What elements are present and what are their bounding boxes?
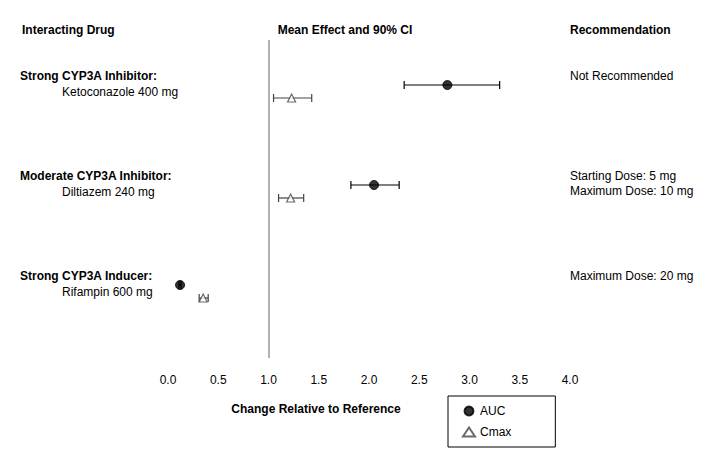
svg-text:Maximum Dose: 10 mg: Maximum Dose: 10 mg xyxy=(570,184,693,198)
svg-text:Maximum Dose: 20 mg: Maximum Dose: 20 mg xyxy=(570,269,693,283)
svg-text:Mean Effect and 90% CI: Mean Effect and 90% CI xyxy=(278,23,413,37)
svg-text:Rifampin 600 mg: Rifampin 600 mg xyxy=(62,285,153,299)
svg-text:Not Recommended: Not Recommended xyxy=(570,69,673,83)
svg-text:3.0: 3.0 xyxy=(461,373,478,387)
svg-text:Strong CYP3A Inhibitor:: Strong CYP3A Inhibitor: xyxy=(20,69,157,83)
svg-text:2.5: 2.5 xyxy=(411,373,428,387)
svg-text:4.0: 4.0 xyxy=(562,373,579,387)
svg-text:2.0: 2.0 xyxy=(361,373,378,387)
svg-text:Diltiazem 240 mg: Diltiazem 240 mg xyxy=(62,185,155,199)
svg-text:Interacting Drug: Interacting Drug xyxy=(22,23,115,37)
svg-text:AUC: AUC xyxy=(480,404,506,418)
svg-text:Starting Dose: 5 mg: Starting Dose: 5 mg xyxy=(570,169,676,183)
svg-text:Change Relative to Reference: Change Relative to Reference xyxy=(231,402,401,416)
svg-text:Strong CYP3A Inducer:: Strong CYP3A Inducer: xyxy=(20,269,152,283)
svg-text:3.5: 3.5 xyxy=(511,373,528,387)
svg-text:1.5: 1.5 xyxy=(310,373,327,387)
svg-text:1.0: 1.0 xyxy=(260,373,277,387)
svg-text:Recommendation: Recommendation xyxy=(570,23,671,37)
svg-text:Cmax: Cmax xyxy=(480,425,511,439)
svg-text:Ketoconazole 400 mg: Ketoconazole 400 mg xyxy=(62,85,178,99)
svg-text:0.0: 0.0 xyxy=(160,373,177,387)
svg-text:0.5: 0.5 xyxy=(210,373,227,387)
svg-text:Moderate CYP3A Inhibitor:: Moderate CYP3A Inhibitor: xyxy=(20,169,172,183)
